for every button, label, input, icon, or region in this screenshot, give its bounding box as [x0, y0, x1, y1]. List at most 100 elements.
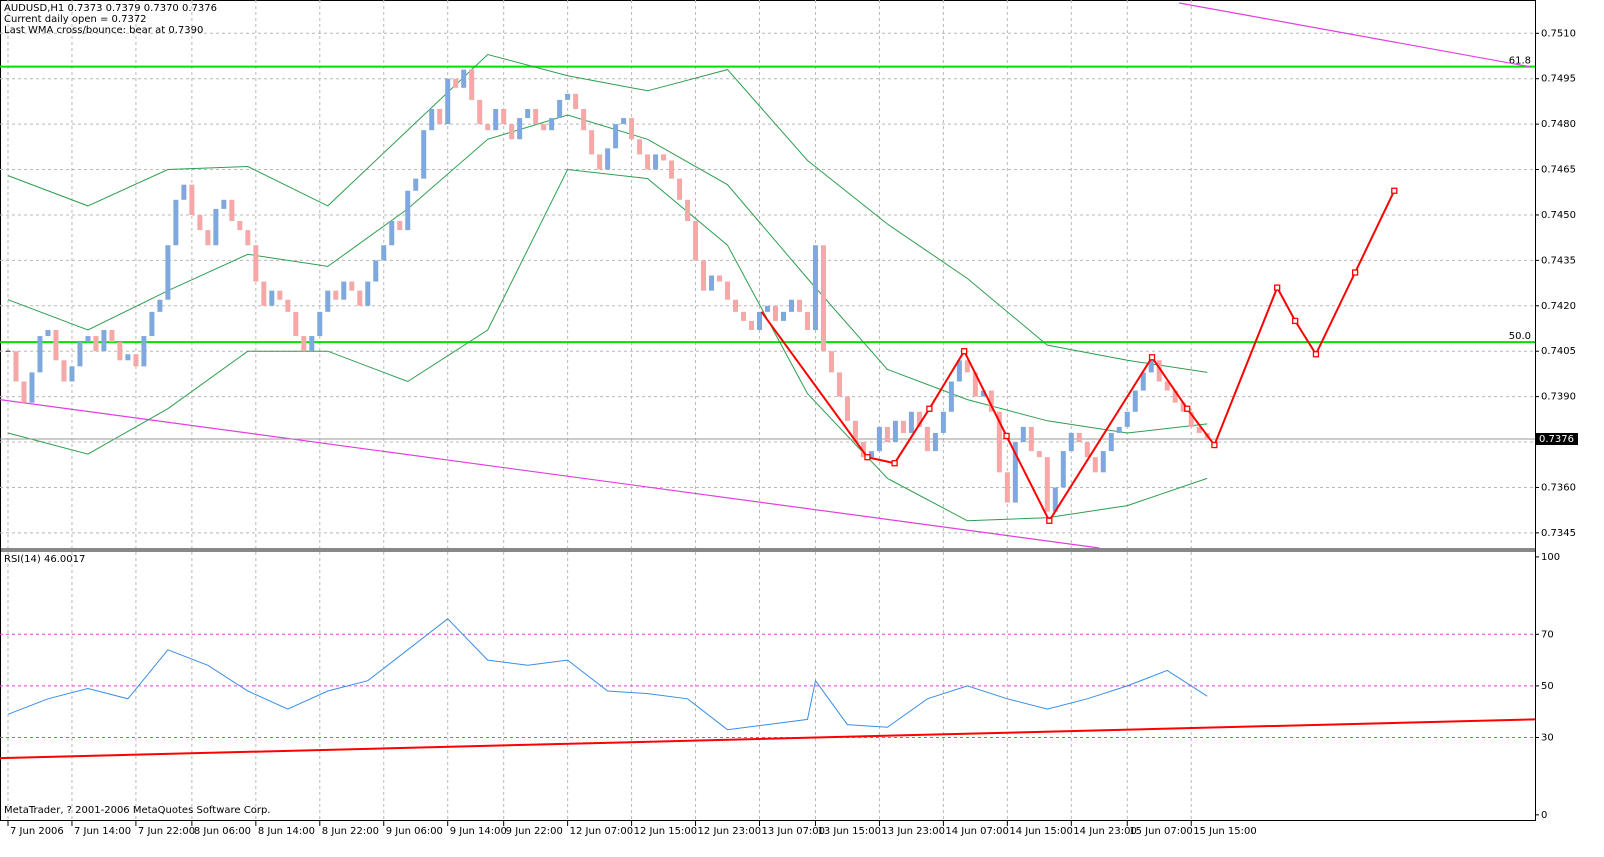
candle — [836, 372, 842, 397]
annotation: Current daily open = 0.7372 — [4, 14, 147, 25]
candle — [1044, 457, 1050, 512]
candle — [1108, 432, 1114, 452]
candle — [980, 390, 986, 397]
candle — [1028, 426, 1034, 452]
candle — [61, 360, 67, 382]
zigzag-point — [1274, 284, 1281, 291]
candle — [557, 99, 563, 119]
candle — [940, 411, 946, 433]
candle — [892, 420, 898, 443]
candle — [573, 93, 579, 109]
candle — [1116, 426, 1122, 433]
candle — [765, 305, 770, 312]
candle — [141, 336, 147, 367]
x-tick-label: 14 Jun 07:00 — [945, 826, 1009, 837]
candle — [309, 336, 315, 352]
y-tick-label: 0.7345 — [1541, 528, 1576, 539]
candle — [1180, 402, 1186, 412]
candle — [221, 199, 227, 209]
zigzag-point — [1148, 354, 1156, 361]
candle — [884, 426, 890, 443]
candle — [733, 299, 739, 312]
candle — [1156, 360, 1162, 382]
candle — [1140, 372, 1146, 391]
fibo-level-label: 50.0 — [1509, 331, 1531, 342]
x-tick-label: 9 Jun 22:00 — [506, 826, 563, 837]
y-tick-label: 70 — [1541, 629, 1554, 640]
candle — [669, 160, 675, 179]
last-price-label: 0.7376 — [1539, 434, 1574, 445]
candle — [1012, 442, 1018, 503]
candle — [693, 221, 699, 261]
candle — [788, 299, 794, 312]
candle — [916, 411, 922, 427]
candle — [429, 108, 435, 131]
x-tick-label: 14 Jun 23:00 — [1073, 826, 1137, 837]
candle — [405, 190, 411, 231]
frame — [0, 0, 1536, 821]
candle — [389, 221, 395, 246]
x-tick-label: 12 Jun 15:00 — [634, 826, 698, 837]
y-tick-label: 0.7480 — [1541, 119, 1576, 130]
candle — [293, 311, 299, 337]
candle — [421, 130, 427, 179]
candle — [956, 360, 962, 382]
y-tick-label: 50 — [1541, 681, 1554, 692]
x-tick-label: 12 Jun 23:00 — [698, 826, 762, 837]
y-tick-label: 0.7420 — [1541, 301, 1576, 312]
candle — [637, 139, 643, 155]
candle — [828, 351, 834, 373]
candle — [45, 330, 51, 337]
x-tick-label: 7 Jun 14:00 — [74, 826, 131, 837]
candle — [1068, 432, 1074, 452]
y-tick-label: 0.7495 — [1541, 74, 1576, 85]
bollinger-upper — [7, 53, 1208, 373]
candle — [469, 69, 475, 100]
candle — [988, 390, 994, 412]
chart-title: AUDUSD,H1 0.7373 0.7379 0.7370 0.7376 — [4, 3, 217, 14]
candle — [796, 299, 802, 312]
candle — [1004, 472, 1010, 503]
candle — [357, 290, 363, 306]
candle — [749, 320, 755, 331]
candle — [1132, 390, 1138, 412]
zigzag-point — [1184, 405, 1191, 412]
candle — [29, 372, 35, 403]
candle — [237, 221, 243, 231]
candle — [277, 290, 283, 300]
candle — [189, 184, 195, 215]
zigzag-point — [1391, 187, 1398, 194]
candle — [77, 342, 83, 367]
candle — [541, 124, 547, 131]
candle — [485, 124, 491, 131]
candle — [285, 299, 291, 312]
candle — [333, 290, 339, 300]
candle — [1076, 432, 1082, 443]
candle — [13, 351, 19, 382]
rsi-title: RSI(14) 46.0017 — [4, 554, 85, 565]
y-tick-label: 0.7435 — [1541, 255, 1576, 266]
candle — [613, 124, 619, 149]
x-tick-label: 7 Jun 2006 — [10, 826, 64, 837]
zigzag-point — [1046, 517, 1053, 524]
y-tick-label: 0.7390 — [1541, 392, 1576, 403]
candle — [501, 108, 507, 125]
candle — [852, 420, 858, 443]
y-tick-label: 100 — [1541, 552, 1560, 563]
candle — [101, 330, 107, 352]
candle — [1188, 411, 1194, 427]
candle — [804, 311, 810, 331]
zigzag-point — [926, 405, 933, 412]
annotation: Last WMA cross/bounce: bear at 0.7390 — [4, 25, 203, 36]
candle — [1084, 442, 1090, 458]
x-tick-label: 8 Jun 06:00 — [194, 826, 251, 837]
candle — [629, 118, 635, 140]
x-tick-label: 15 Jun 15:00 — [1193, 826, 1257, 837]
y-tick-label: 0 — [1541, 810, 1547, 821]
candle — [213, 208, 219, 246]
bollinger-middle — [7, 114, 1208, 434]
candle — [621, 118, 627, 125]
candle — [245, 230, 251, 246]
candle — [1148, 360, 1154, 373]
